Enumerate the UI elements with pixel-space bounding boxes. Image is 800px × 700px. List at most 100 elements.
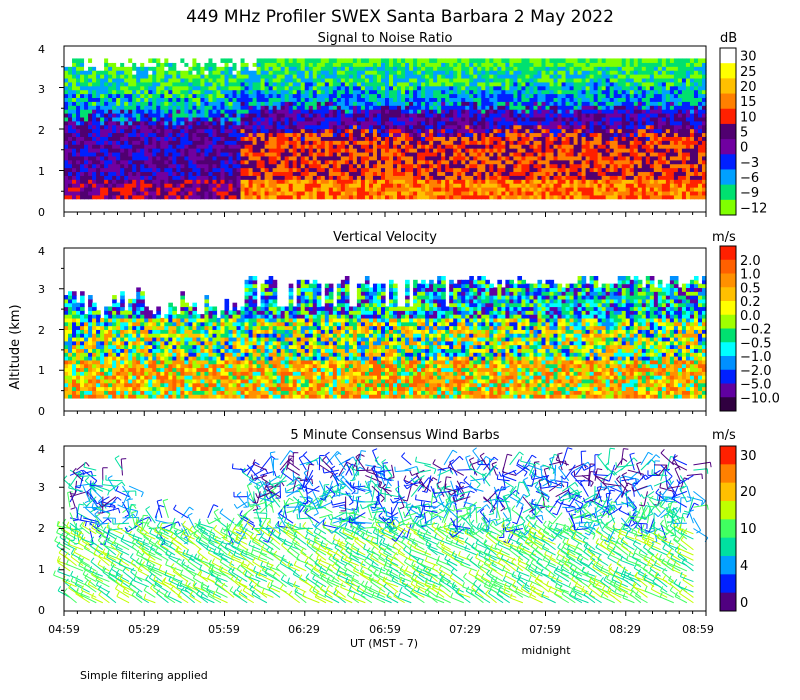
snr-cell <box>465 140 470 145</box>
snr-cell <box>116 89 121 95</box>
snr-cell <box>188 155 193 161</box>
snr-cell <box>565 148 571 153</box>
snr-cell <box>156 187 161 192</box>
snr-cell <box>248 62 254 67</box>
snr-cell <box>525 163 531 169</box>
snr-cell <box>553 62 559 67</box>
snr-cell <box>152 101 157 106</box>
snr-cell <box>405 190 410 196</box>
snr-cell <box>393 66 398 71</box>
snr-cell <box>565 179 571 184</box>
snr-cell <box>64 120 69 126</box>
snr-cell <box>100 140 105 145</box>
snr-cell <box>324 190 330 196</box>
snr-cell <box>461 77 466 83</box>
snr-cell <box>240 62 246 67</box>
snr-cell <box>224 58 230 63</box>
snr-cell <box>80 97 85 102</box>
snr-cell <box>208 159 214 165</box>
snr-cell <box>360 136 366 141</box>
snr-cell <box>188 128 193 134</box>
snr-cell <box>417 124 422 130</box>
snr-cell <box>457 81 462 87</box>
snr-cell <box>409 89 414 95</box>
snr-cell <box>609 112 615 118</box>
snr-cell <box>64 179 69 184</box>
snr-cell <box>376 187 382 192</box>
snr-cell <box>116 163 121 169</box>
snr-cell <box>132 77 137 83</box>
snr-cell <box>156 120 161 126</box>
snr-cell <box>497 136 502 141</box>
snr-cell <box>569 116 575 122</box>
snr-cell <box>489 132 494 137</box>
snr-cell <box>605 62 611 67</box>
snr-cell <box>457 183 462 188</box>
snr-cell <box>481 89 486 95</box>
snr-cell <box>144 163 149 169</box>
snr-cell <box>272 175 278 180</box>
snr-cell <box>168 112 173 118</box>
snr-cell <box>449 74 454 79</box>
snr-cell <box>505 105 510 110</box>
snr-cell <box>108 163 113 169</box>
snr-cell <box>232 183 238 188</box>
snr-cell <box>68 190 73 196</box>
snr-cell <box>264 85 270 91</box>
snr-cell <box>465 175 470 180</box>
snr-cell <box>344 85 350 91</box>
snr-cell <box>84 179 89 184</box>
snr-cell <box>368 128 374 134</box>
snr-cell <box>96 109 101 114</box>
snr-cell <box>288 66 294 71</box>
snr-cell <box>196 159 202 165</box>
snr-cell <box>441 190 446 196</box>
snr-cell <box>176 155 181 161</box>
snr-cell <box>332 163 338 169</box>
snr-cell <box>577 81 583 87</box>
snr-cell <box>509 62 514 67</box>
snr-cell <box>148 77 153 83</box>
snr-cell <box>288 159 294 165</box>
snr-cell <box>356 144 362 149</box>
snr-cell <box>248 85 254 91</box>
snr-cell <box>280 144 286 149</box>
snr-cell <box>368 116 374 122</box>
snr-cell <box>445 183 450 188</box>
snr-cell <box>212 109 218 114</box>
snr-cell <box>316 190 322 196</box>
snr-cell <box>136 144 141 149</box>
snr-cell <box>609 194 615 200</box>
snr-cell <box>100 187 105 192</box>
snr-cell <box>220 194 226 200</box>
snr-cell <box>585 159 591 165</box>
snr-cell <box>356 70 362 75</box>
snr-cell <box>268 167 274 173</box>
snr-cell <box>613 89 619 95</box>
snr-cell <box>589 183 595 188</box>
snr-cell <box>609 171 615 176</box>
snr-cell <box>108 120 113 126</box>
snr-cell <box>340 136 346 141</box>
snr-cell <box>212 128 218 134</box>
snr-cell <box>312 128 318 134</box>
snr-cell <box>405 148 410 153</box>
snr-cell <box>340 66 346 71</box>
snr-cell <box>340 112 346 118</box>
snr-cell <box>68 163 73 169</box>
snr-cell <box>316 171 322 176</box>
snr-cell <box>393 128 398 134</box>
snr-cell <box>541 171 547 176</box>
snr-cell <box>581 136 587 141</box>
snr-cell <box>401 163 406 169</box>
snr-cell <box>473 151 478 157</box>
snr-cell <box>184 97 189 102</box>
snr-cell <box>364 109 370 114</box>
snr-cell <box>352 144 358 149</box>
snr-cell <box>136 97 141 102</box>
snr-cell <box>505 171 510 176</box>
snr-cell <box>296 159 302 165</box>
snr-cell <box>517 112 523 118</box>
snr-cell <box>364 148 370 153</box>
snr-cell <box>553 175 559 180</box>
